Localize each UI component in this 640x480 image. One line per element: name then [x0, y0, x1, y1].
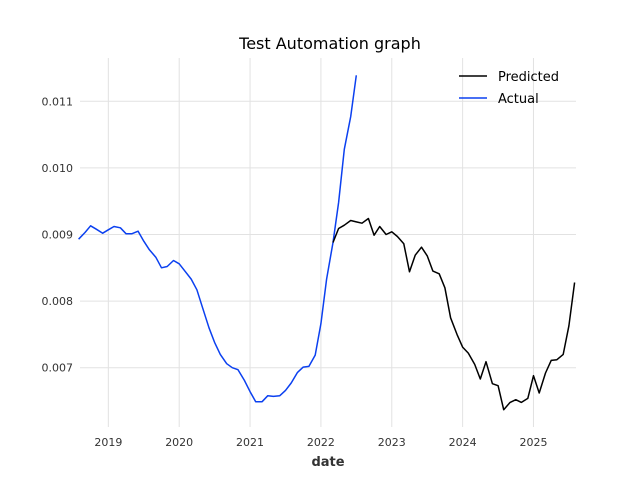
legend: Predicted Actual [459, 70, 559, 107]
x-tick-label: 2021 [236, 436, 264, 449]
x-tick-label: 2025 [519, 436, 547, 449]
y-tick-label: 0.007 [42, 362, 74, 375]
x-tick-label: 2024 [449, 436, 477, 449]
y-tick-label: 0.011 [42, 95, 74, 108]
y-tick-label: 0.008 [42, 295, 74, 308]
plot-lines [78, 75, 576, 411]
series-line-actual [78, 75, 358, 403]
x-tick-label: 2020 [165, 436, 193, 449]
y-tick-label: 0.010 [42, 162, 74, 175]
series-line-predicted [332, 217, 576, 411]
x-tick-label: 2019 [94, 436, 122, 449]
x-tick-label: 2022 [307, 436, 335, 449]
x-axis-label: date [311, 455, 344, 470]
x-tick-label: 2023 [378, 436, 406, 449]
y-tick-label: 0.009 [42, 229, 74, 242]
x-axis: 2019 2020 2021 2022 2023 2024 2025 [94, 436, 547, 449]
chart-title: Test Automation graph [238, 34, 421, 53]
legend-label-actual: Actual [498, 92, 539, 107]
legend-label-predicted: Predicted [498, 70, 559, 85]
y-axis: 0.007 0.008 0.009 0.010 0.011 [42, 95, 74, 374]
grid [80, 58, 576, 427]
